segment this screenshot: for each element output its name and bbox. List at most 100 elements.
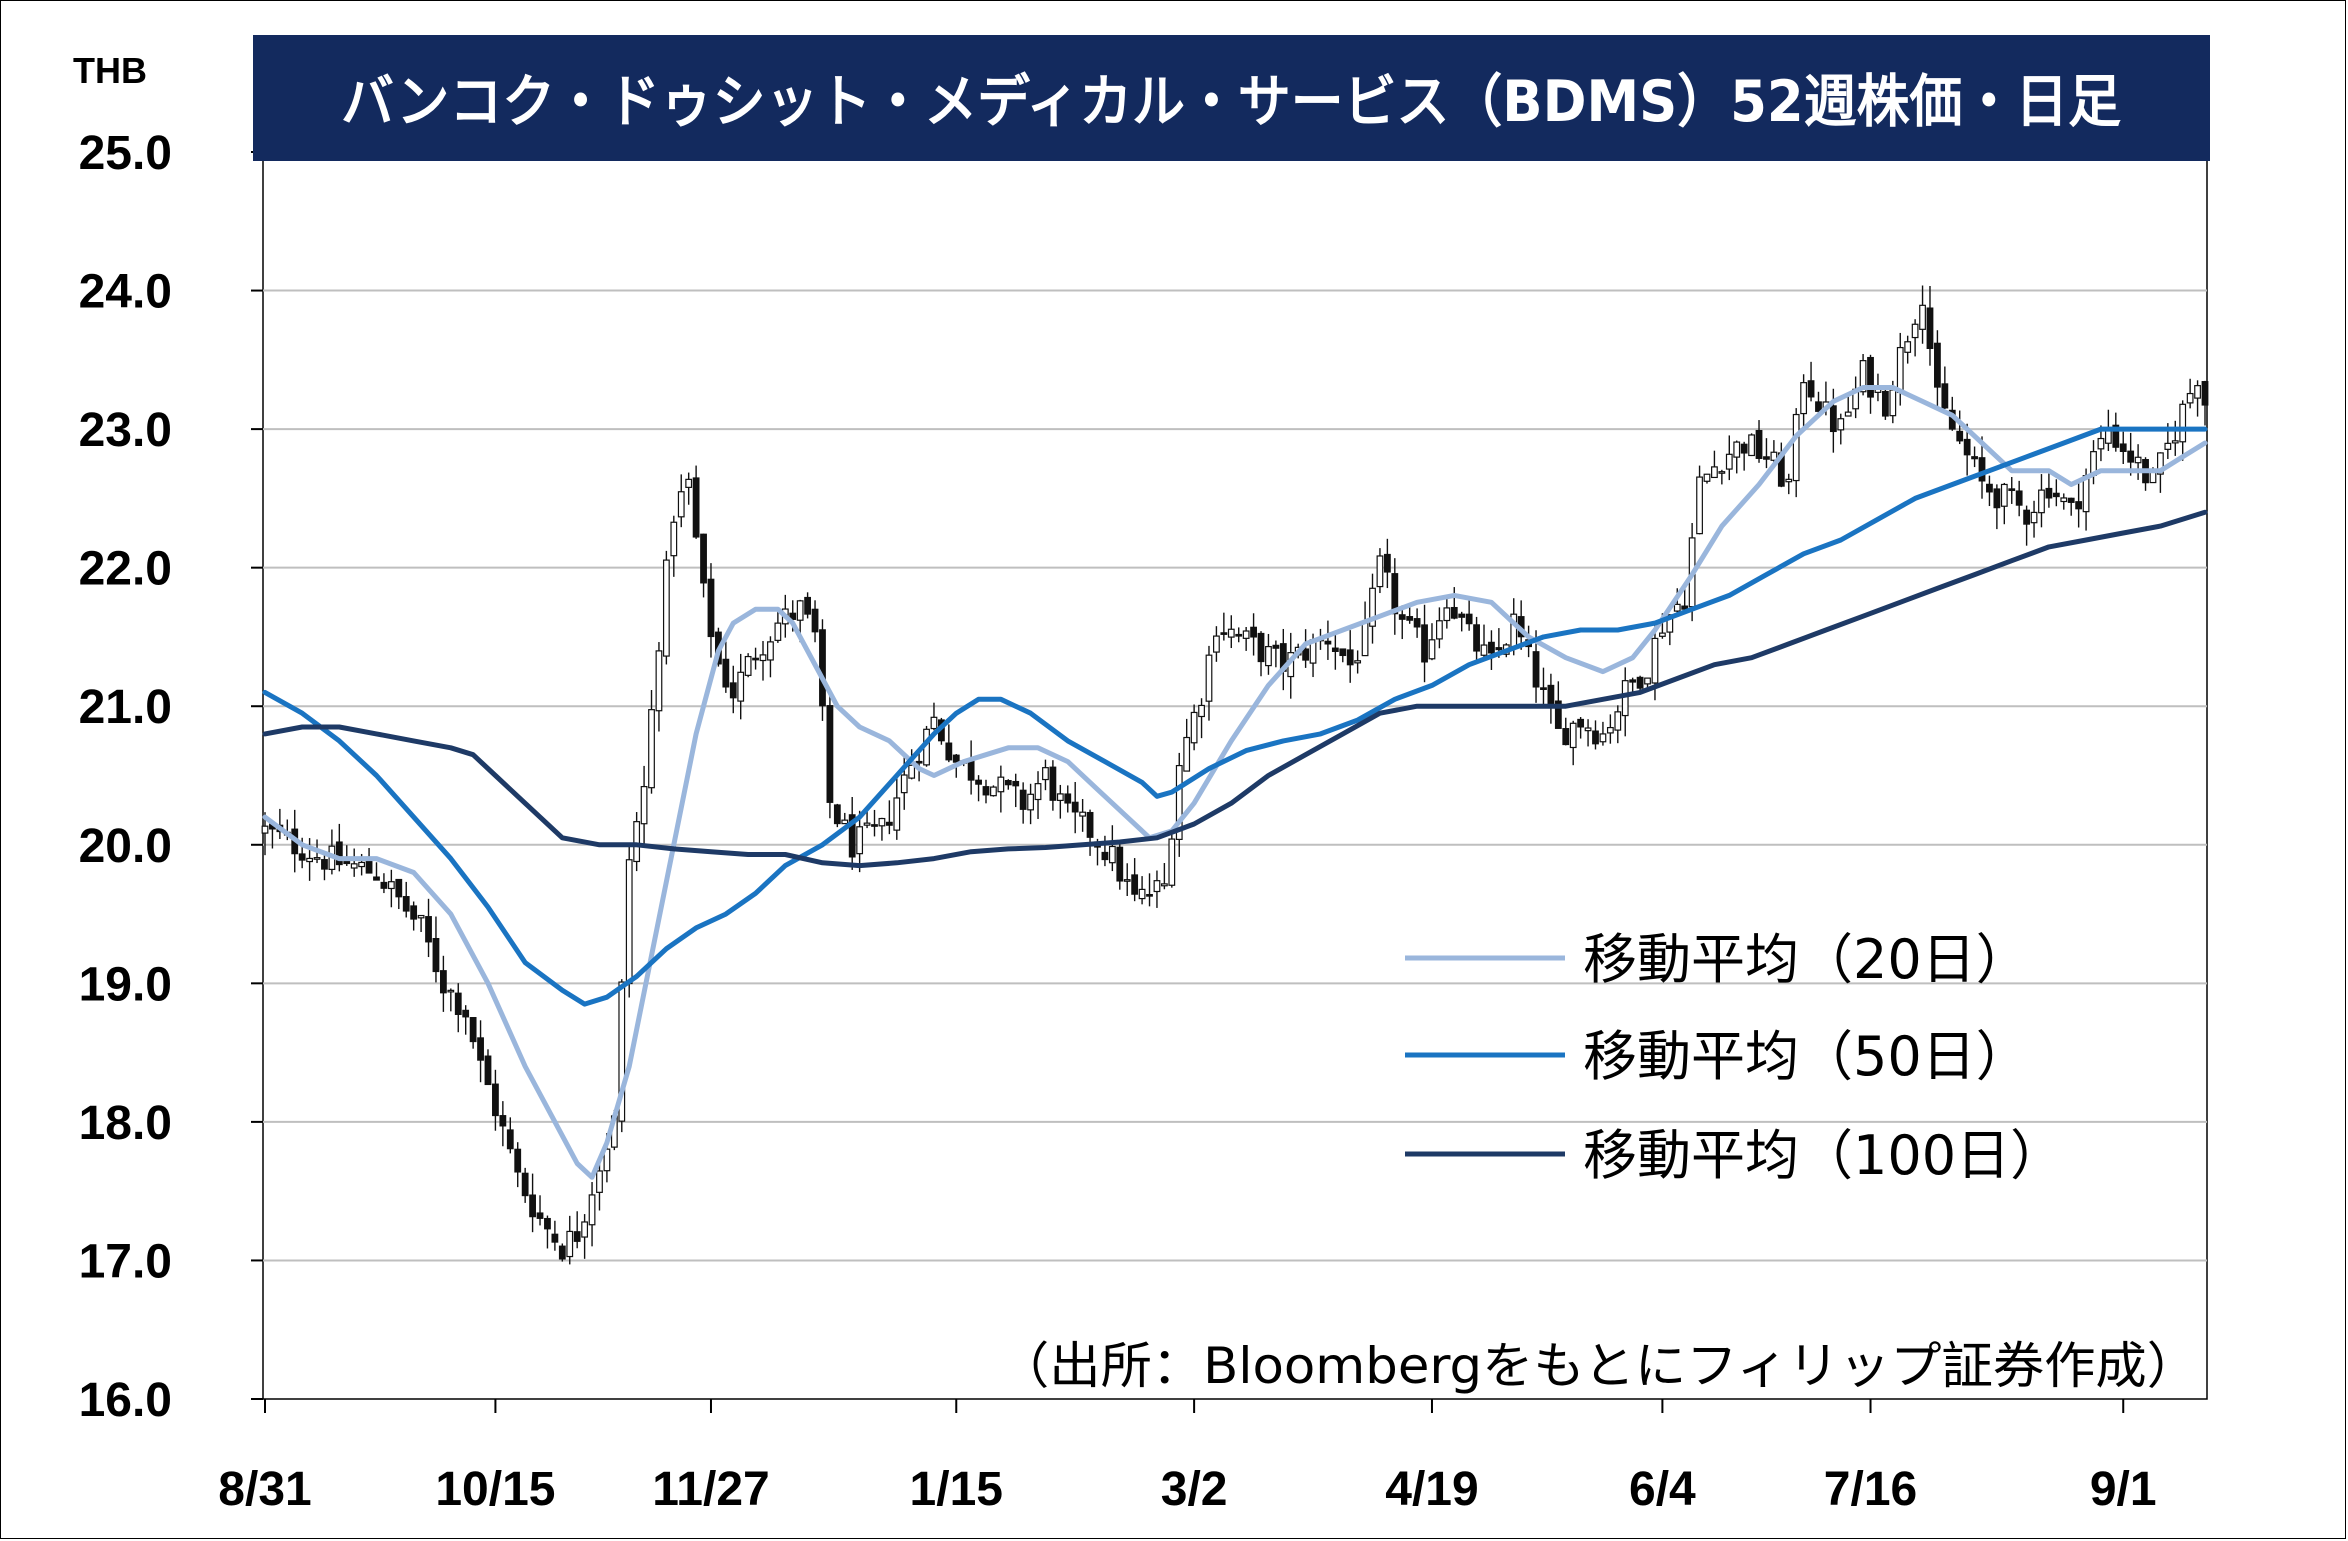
candle-body	[1889, 389, 1897, 417]
candle-body	[618, 981, 626, 1122]
candle-body	[536, 1212, 544, 1219]
candle-body	[1547, 684, 1555, 705]
candle-body	[1376, 555, 1384, 588]
candle-body	[1190, 711, 1198, 744]
candle-body	[558, 1245, 566, 1260]
candle-body	[1599, 733, 1607, 743]
candle-body	[499, 1115, 507, 1127]
candle-body	[685, 478, 693, 488]
candle-body	[997, 776, 1005, 793]
candle-body	[1748, 434, 1755, 457]
ma50-line	[262, 426, 2208, 1007]
candle-body	[1815, 401, 1822, 412]
candle-body	[982, 786, 990, 796]
y-tick-label: 16.0	[79, 1374, 172, 1427]
candle-body	[1725, 453, 1733, 470]
candle-body	[1302, 648, 1310, 661]
candle-body	[1079, 811, 1087, 817]
candle-body	[1867, 356, 1874, 398]
x-tick-label: 7/16	[1824, 1463, 1917, 1516]
candle-body	[395, 878, 403, 898]
candle-body	[1785, 478, 1793, 483]
candle-body	[1495, 647, 1503, 651]
candle-body	[1443, 607, 1451, 622]
x-tick-label: 11/27	[652, 1463, 769, 1516]
candle-body	[2157, 452, 2164, 475]
ma100-line	[262, 509, 2208, 869]
x-axis: 8/31 10/15 11/27 1/15 3/2 4/19 6/4 7/16 9/1	[218, 1399, 2157, 1516]
y-tick-label: 24.0	[79, 266, 172, 319]
candle-body	[1829, 405, 1837, 433]
candle-body	[841, 819, 849, 825]
candle-body	[469, 1017, 477, 1043]
candle-body	[774, 622, 782, 641]
candle-body	[573, 1231, 581, 1242]
candle-body	[2179, 403, 2187, 443]
candle-body	[722, 658, 730, 688]
candle-body	[1101, 851, 1109, 861]
candle-body	[1398, 614, 1406, 620]
moving-average-lines	[262, 385, 2208, 1180]
candle-body	[2015, 490, 2023, 506]
candle-body	[1235, 633, 1243, 637]
candle-body	[1138, 888, 1146, 900]
candle-body	[387, 881, 395, 890]
candle-body	[1265, 645, 1272, 667]
candle-body	[1369, 587, 1376, 627]
candle-body	[1800, 382, 1808, 415]
candle-body	[1971, 456, 1978, 460]
candle-body	[1153, 880, 1161, 893]
candle-body	[1934, 342, 1941, 388]
candle-body	[1532, 651, 1540, 688]
candle-body	[588, 1194, 596, 1226]
candle-body	[1198, 704, 1205, 718]
candle-body	[744, 655, 752, 676]
candle-body	[335, 841, 343, 866]
candle-body	[566, 1230, 574, 1258]
y-tick-label: 17.0	[79, 1235, 172, 1288]
candle-body	[900, 774, 908, 794]
candle-body	[1108, 845, 1116, 864]
candle-body	[930, 716, 938, 730]
ma20-line	[262, 385, 2208, 1180]
candle-body	[1250, 626, 1257, 638]
candle-body	[1019, 789, 1027, 810]
candle-body	[975, 779, 982, 785]
candle-body	[789, 612, 797, 620]
candle-body	[707, 578, 715, 638]
candle-body	[343, 860, 351, 865]
candle-body	[655, 650, 663, 712]
candle-body	[1904, 341, 1912, 353]
x-tick-label: 3/2	[1161, 1463, 1228, 1516]
candle-body	[544, 1217, 551, 1230]
candle-body	[261, 825, 269, 834]
candle-body	[1636, 676, 1644, 689]
candle-body	[1004, 780, 1012, 786]
x-tick-label: 9/1	[2090, 1463, 2157, 1516]
candle-body	[990, 786, 997, 797]
candle-body	[1465, 613, 1473, 625]
legend: 移動平均（20日） 移動平均（50日） 移動平均（100日）	[1405, 928, 2064, 1187]
candle-body	[1183, 736, 1191, 772]
x-tick-label: 8/31	[218, 1463, 311, 1516]
candle-body	[1049, 766, 1057, 801]
candle-body	[796, 600, 804, 621]
candle-body	[1740, 443, 1748, 454]
candle-body	[2149, 471, 2157, 484]
candle-body	[1711, 466, 1718, 479]
source-note: （出所：Bloombergをもとにフィリップ証券作成）	[998, 1337, 2198, 1395]
candle-body	[1346, 649, 1354, 666]
candle-body	[1993, 488, 2001, 509]
candle-body	[692, 477, 700, 538]
candle-body	[1562, 728, 1570, 746]
chart-title: バンコク・ドゥシット・メディカル・サービス（BDMS）52週株価・日足	[341, 69, 2121, 135]
candle-body	[1205, 654, 1213, 702]
candle-body	[1859, 360, 1867, 393]
candle-body	[1592, 730, 1599, 745]
x-tick-label: 4/19	[1385, 1463, 1478, 1516]
candle-body	[2067, 497, 2075, 503]
candle-body	[432, 938, 440, 973]
candle-body	[1956, 430, 1964, 442]
candle-body	[1614, 711, 1622, 731]
